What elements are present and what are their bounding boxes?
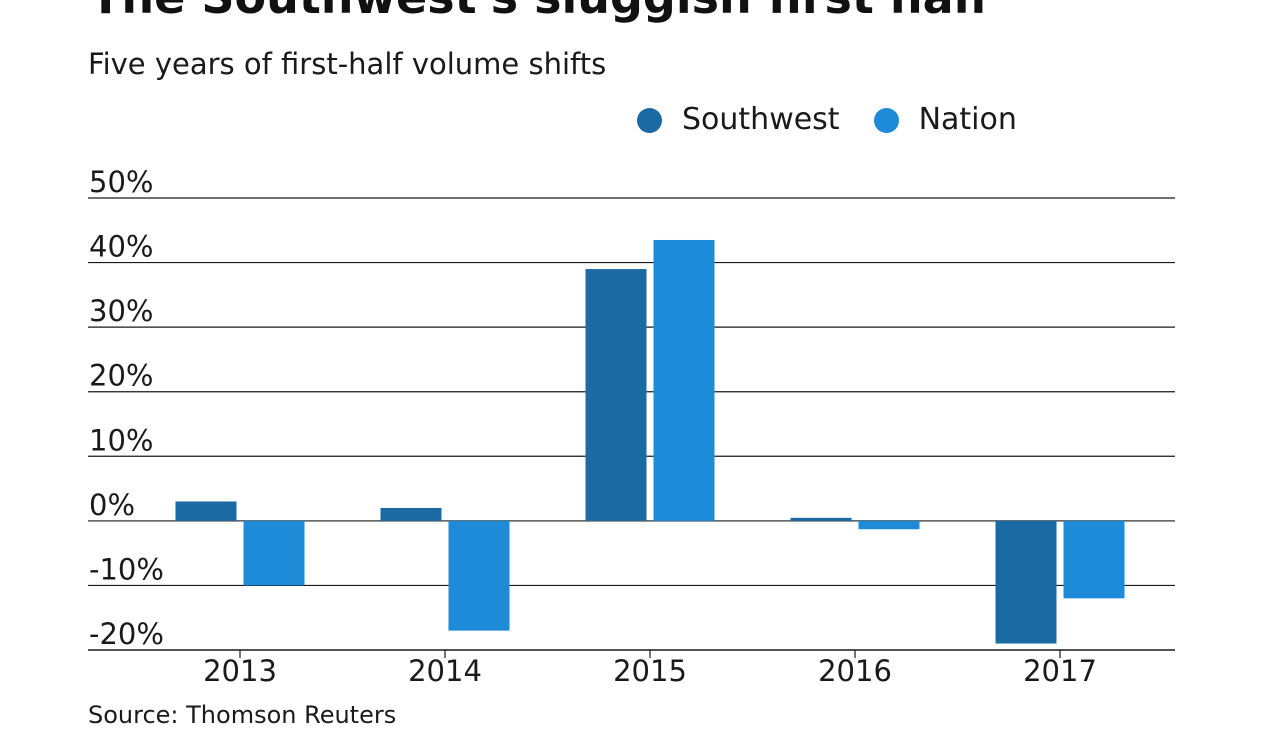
legend-label-nation: Nation (918, 102, 1017, 137)
bar-southwest-2013 (175, 501, 237, 521)
x-tick-label: 2015 (613, 654, 687, 688)
y-tick-label: 20% (89, 359, 153, 393)
chart-subtitle: Five years of first-half volume shifts (88, 47, 607, 81)
chart-source: Source: Thomson Reuters (88, 701, 397, 729)
axes (88, 649, 1175, 658)
bar-southwest-2017 (995, 520, 1057, 644)
bar-southwest-2014 (380, 507, 442, 521)
y-tick-label: -10% (89, 552, 164, 586)
y-tick-label: 10% (89, 423, 153, 457)
x-tick-label: 2016 (818, 654, 892, 688)
legend-item-southwest: Southwest (637, 105, 840, 135)
chart-title: The Southwest's sluggish first half (90, 0, 990, 20)
bar-nation-2016 (858, 520, 920, 530)
legend-swatch-southwest (637, 107, 662, 133)
legend-item-nation: Nation (873, 102, 1017, 137)
bars (175, 239, 1125, 644)
y-tick-label: 0% (89, 488, 135, 522)
bar-nation-2017 (1063, 520, 1125, 599)
tick-labels: 50% 40% 30% 20% 10% 0% -10% -20% 2013 2014 2015 201… (89, 165, 1097, 688)
bar-southwest-2016 (790, 517, 852, 521)
bar-nation-2013 (243, 520, 305, 586)
x-tick-label: 2014 (408, 654, 482, 688)
bar-nation-2015 (653, 239, 715, 521)
y-tick-label: 50% (89, 165, 153, 199)
x-tick-label: 2013 (203, 654, 277, 688)
bar-nation-2014 (448, 520, 510, 631)
y-tick-label: -20% (89, 617, 164, 651)
bar-southwest-2015 (585, 269, 647, 521)
y-tick-label: 40% (89, 230, 153, 264)
x-tick-label: 2017 (1023, 654, 1097, 688)
y-tick-label: 30% (89, 294, 153, 328)
legend-label-southwest: Southwest (682, 102, 840, 137)
legend-swatch-nation (873, 107, 899, 133)
chart-legend: Southwest Nation (637, 105, 1051, 135)
